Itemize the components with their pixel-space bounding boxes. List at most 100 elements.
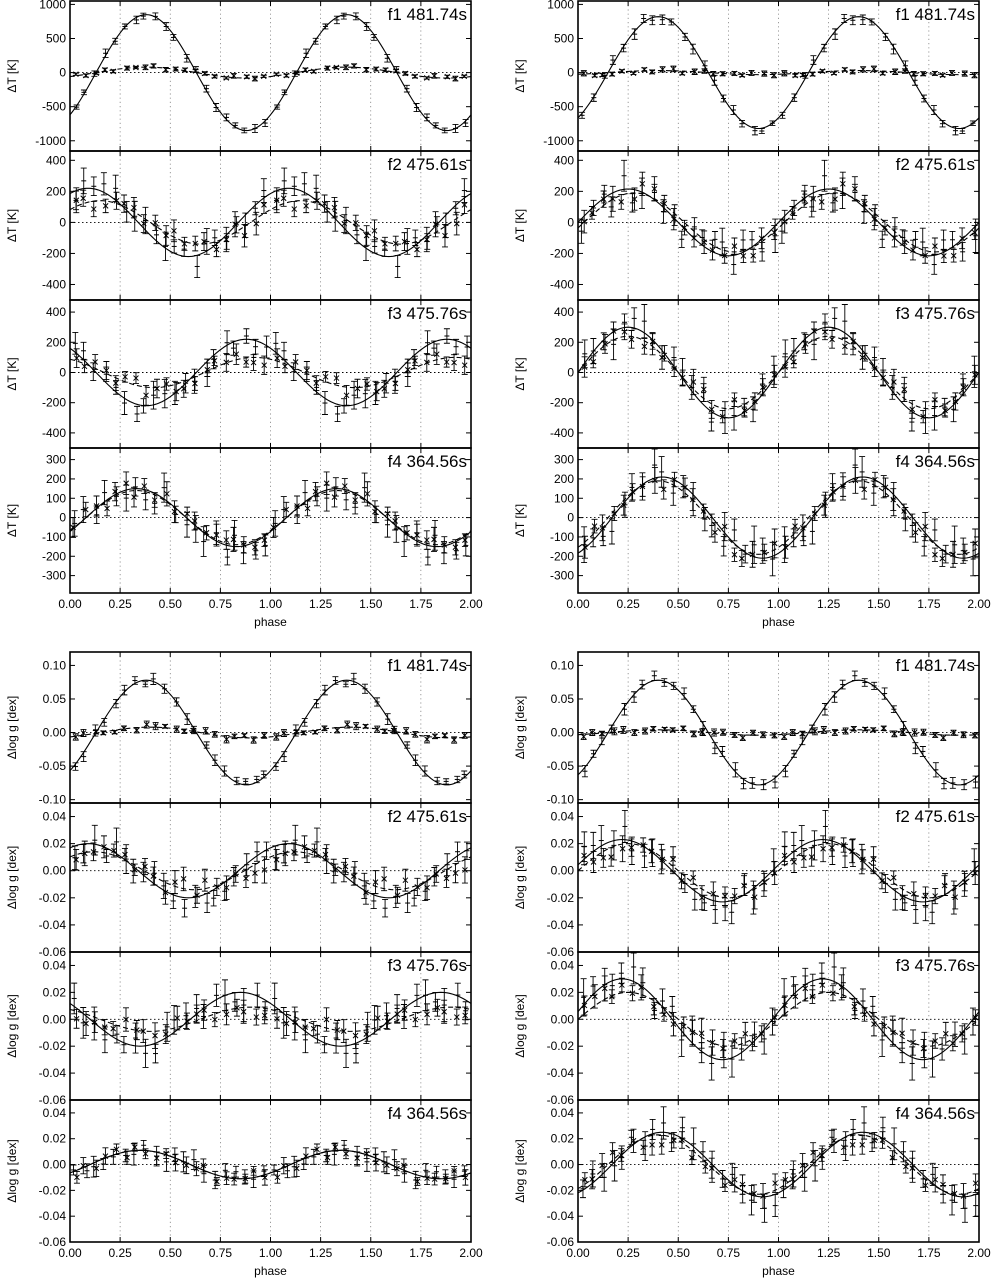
data-point-cross [628,844,635,851]
panel-title: f3 475.76s [388,304,467,323]
data-point-cross [180,385,187,392]
data-point-cross [910,890,917,897]
data-point-cross [333,375,340,381]
data-point-cross [781,852,788,859]
y-tick-label: 0.10 [551,658,575,672]
data-point-cross [591,993,598,1000]
y-tick-label: 400 [554,305,574,319]
data-point-cross [809,993,816,1000]
data-point-cross [739,1181,746,1188]
data-point-cross [941,253,947,259]
data-point-cross [312,729,319,735]
data-point-cross [771,540,778,547]
panel-title: f3 475.76s [896,956,975,975]
panel-g-right-f1: -0.10 -0.05 0.00 0.05 0.10 f1 481.74s Δlog g [… [513,651,980,807]
data-point-cross [432,221,439,228]
data-point-cross [452,544,459,551]
data-point-cross [110,68,117,75]
data-point-cross [280,195,287,202]
data-point-cross [343,392,350,399]
data-point-cross [243,73,250,80]
data-point-cross [899,1030,905,1037]
x-tick-label: 1.50 [867,1246,891,1260]
data-point-cross [373,388,380,395]
data-point-cross [910,1039,916,1046]
data-point-cross [431,536,437,543]
y-tick-label: 0.02 [551,1132,575,1146]
data-point-cross [173,388,180,395]
data-point-cross [180,876,187,882]
data-point-cross [939,72,946,79]
data-point-cross [213,532,220,538]
x-tick-label: 1.00 [767,1246,791,1260]
y-tick-label: 200 [554,184,574,198]
data-point-cross [102,1153,109,1159]
data-point-cross [640,842,647,848]
x-tick-label: 1.50 [867,597,891,611]
data-point-cross [758,235,765,242]
data-point-cross [589,1176,595,1183]
data-point-cross [580,733,587,740]
data-point-cross [214,1178,220,1185]
data-point-cross [171,227,177,234]
data-point-cross [324,1154,331,1161]
data-point-cross [959,235,965,242]
data-point-cross [679,1137,685,1143]
data-point-cross [163,1150,170,1157]
data-point-cross [423,236,430,243]
data-point-cross [424,884,430,891]
data-point-cross [910,247,916,253]
data-point-cross [461,732,468,739]
data-point-cross [649,1142,655,1148]
data-point-cross [822,328,828,335]
data-point-cross [223,884,230,891]
data-point-cross [313,380,320,386]
data-point-cross [771,732,778,739]
data-point-cross [143,721,150,728]
data-point-cross [173,726,180,733]
data-point-cross [321,200,328,207]
x-tick-label: 1.75 [409,597,433,611]
data-point-cross [363,66,370,73]
data-point-cross [772,1014,778,1021]
data-point-cross [890,1029,896,1036]
data-point-cross [879,877,885,884]
data-point-cross [260,73,267,80]
y-tick-label: 0.02 [43,1132,67,1146]
data-point-cross [871,1021,877,1028]
data-point-cross [443,359,450,365]
panel-T-right-f2: -400 -200 0 200 400 f2 475.61s ΔT [K] [513,150,980,301]
y-tick-label: 0 [567,365,574,379]
data-point-cross [93,729,99,735]
data-point-cross [441,1008,447,1015]
data-point-cross [111,729,118,735]
data-point-cross [942,1030,949,1037]
data-point-cross [73,71,79,78]
data-point-cross [699,894,705,901]
data-point-cross [101,843,107,850]
data-point-cross [912,529,919,536]
data-point-cross [74,1174,80,1181]
y-tick-label: -200 [550,549,574,563]
data-point-cross [802,341,809,347]
data-point-cross [731,70,738,77]
data-point-cross [599,524,606,531]
data-point-cross [801,196,807,203]
data-point-cross [461,362,468,369]
data-point-cross [300,730,307,736]
y-tick-label: -200 [42,549,66,563]
y-tick-label: -0.06 [547,945,575,959]
data-point-cross [818,198,825,205]
model-curve-dashed [577,192,980,253]
y-tick-label: 200 [46,335,66,349]
data-point-cross [609,195,616,202]
data-point-cross [372,508,378,515]
x-tick-label: 0.00 [58,1246,82,1260]
data-point-cross [750,729,756,736]
x-tick-label: 0.00 [566,1246,590,1260]
y-tick-label: 300 [554,453,574,467]
data-point-cross [691,68,698,75]
data-point-cross [453,220,460,227]
y-tick-label: -0.02 [547,891,575,905]
